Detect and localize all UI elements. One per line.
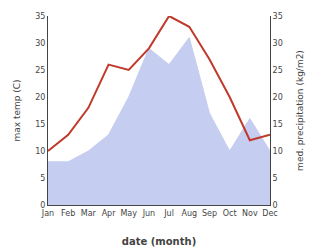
svg-text:0: 0 (40, 201, 45, 210)
svg-text:max temp (C): max temp (C) (12, 79, 22, 141)
svg-text:Aug: Aug (181, 209, 197, 218)
svg-text:Mar: Mar (81, 209, 97, 218)
svg-text:Jul: Jul (163, 209, 174, 218)
svg-text:Jan: Jan (41, 209, 54, 218)
svg-text:20: 20 (35, 93, 45, 102)
svg-text:date (month): date (month) (122, 236, 196, 247)
svg-text:35: 35 (273, 12, 283, 21)
svg-text:0: 0 (273, 201, 278, 210)
svg-text:10: 10 (35, 147, 45, 156)
svg-text:Jun: Jun (142, 209, 156, 218)
svg-text:Dec: Dec (262, 209, 277, 218)
svg-text:5: 5 (40, 174, 45, 183)
svg-text:Feb: Feb (61, 209, 75, 218)
svg-text:Nov: Nov (242, 209, 258, 218)
svg-text:May: May (120, 209, 137, 218)
svg-text:15: 15 (273, 120, 283, 129)
svg-text:Apr: Apr (102, 209, 117, 218)
svg-text:med. precipitation (kg/m2): med. precipitation (kg/m2) (295, 50, 305, 171)
svg-text:5: 5 (273, 174, 278, 183)
svg-text:Oct: Oct (223, 209, 237, 218)
svg-text:15: 15 (35, 120, 45, 129)
svg-text:35: 35 (35, 12, 45, 21)
svg-text:25: 25 (35, 66, 45, 75)
svg-text:25: 25 (273, 66, 283, 75)
svg-text:Sep: Sep (202, 209, 217, 218)
svg-text:30: 30 (273, 39, 283, 48)
svg-text:20: 20 (273, 93, 283, 102)
svg-text:10: 10 (273, 147, 283, 156)
svg-text:30: 30 (35, 39, 45, 48)
